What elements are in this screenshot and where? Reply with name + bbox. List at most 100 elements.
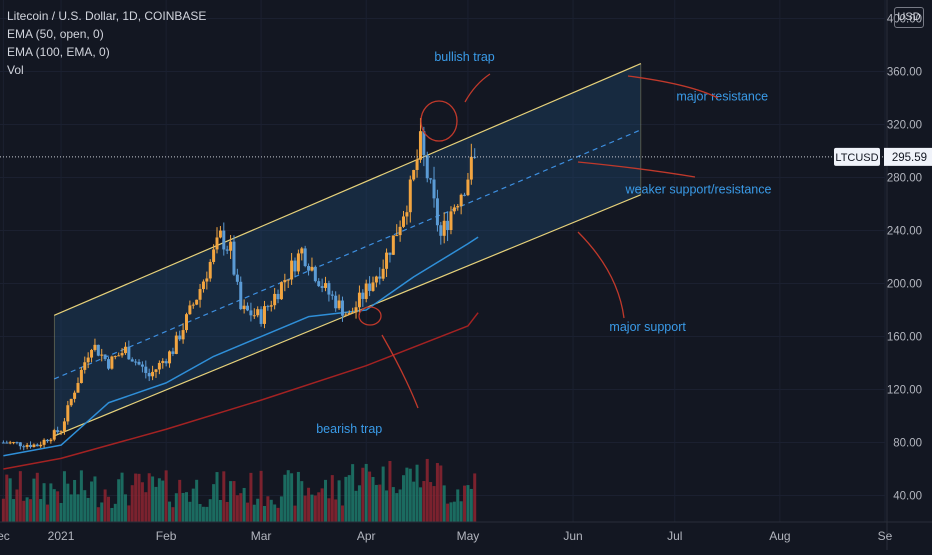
ema-100-label[interactable]: EMA (100, EMA, 0) xyxy=(7,45,110,59)
time-tick-label: Aug xyxy=(769,529,790,543)
volume-bar xyxy=(174,493,178,522)
candle-body xyxy=(351,312,355,314)
candle-body xyxy=(320,286,324,288)
volume-bar xyxy=(137,473,141,522)
volume-bar xyxy=(266,496,270,522)
candle-body xyxy=(22,446,26,448)
volume-bar xyxy=(398,489,402,522)
volume-bar xyxy=(59,502,63,522)
candle-body xyxy=(229,241,233,251)
candle-body xyxy=(442,220,446,236)
candle-body xyxy=(371,282,375,291)
volume-bar xyxy=(66,483,70,522)
annotation-stroke xyxy=(464,73,491,103)
candle-body xyxy=(93,344,97,350)
ema-50-label[interactable]: EMA (50, open, 0) xyxy=(7,27,104,41)
volume-bars xyxy=(1,458,477,522)
volume-bar xyxy=(368,471,372,522)
candle-body xyxy=(73,392,77,399)
candle-body xyxy=(469,156,473,180)
volume-bar xyxy=(269,499,273,522)
candle-body xyxy=(83,362,87,370)
candle-body xyxy=(1,442,5,444)
candle-body xyxy=(340,300,344,316)
time-tick-label: 2021 xyxy=(48,529,75,543)
candle-body xyxy=(113,356,117,358)
volume-bar xyxy=(113,503,117,522)
candle-body xyxy=(385,252,389,269)
volume-bar xyxy=(442,485,446,522)
candle-body xyxy=(100,354,104,356)
candle-body xyxy=(232,241,236,275)
candle-body xyxy=(354,307,358,313)
candle-body xyxy=(171,351,175,354)
volume-bar xyxy=(344,476,348,522)
last-price-text: 295.59 xyxy=(892,152,927,164)
volume-bar xyxy=(357,485,361,522)
volume-bar xyxy=(201,506,205,522)
candle-body xyxy=(178,335,182,340)
candle-body xyxy=(42,439,46,445)
volume-bar xyxy=(259,470,263,522)
ema-lines xyxy=(3,236,479,470)
volume-bar xyxy=(69,494,73,522)
currency-button[interactable]: USD xyxy=(894,7,924,28)
volume-bar xyxy=(422,481,426,522)
candle-body xyxy=(293,260,297,272)
volume-bar xyxy=(32,478,36,522)
price-axis[interactable]: 40.00 80.00 120.00 160.00 200.00 240.00 280.00… xyxy=(834,0,932,550)
candle-body xyxy=(452,207,456,212)
candle-body xyxy=(432,179,436,199)
volume-bar xyxy=(246,502,250,522)
price-tick-label: 280.00 xyxy=(887,173,922,185)
time-axis[interactable]: ec 2021 Feb Mar Apr May Jun Jul Aug Se xyxy=(0,521,932,543)
volume-label[interactable]: Vol xyxy=(7,63,24,77)
candle-body xyxy=(201,281,205,290)
volume-bar xyxy=(83,490,87,522)
volume-bar xyxy=(391,487,395,522)
candle-body xyxy=(86,357,90,363)
volume-bar xyxy=(8,478,12,522)
time-tick-label: Mar xyxy=(251,529,272,543)
volume-bar xyxy=(466,485,470,522)
volume-bar xyxy=(412,481,416,522)
candle-body xyxy=(110,356,114,369)
volume-bar xyxy=(334,499,338,522)
volume-bar xyxy=(107,496,111,522)
candle-body xyxy=(310,266,314,271)
volume-bar xyxy=(395,493,399,522)
candle-body xyxy=(208,261,212,279)
candle-body xyxy=(69,398,73,406)
volume-bar xyxy=(432,486,436,522)
candle-body xyxy=(56,430,60,433)
volume-bar xyxy=(42,483,46,522)
volume-bar xyxy=(212,484,216,522)
candle-body xyxy=(415,159,419,170)
volume-bar xyxy=(242,487,246,522)
candle-body xyxy=(395,235,399,237)
volume-bar xyxy=(439,465,443,522)
candle-body xyxy=(246,305,250,311)
volume-bar xyxy=(195,479,199,522)
candle-body xyxy=(439,225,443,236)
candle-body xyxy=(435,198,439,226)
volume-bar xyxy=(371,476,375,522)
candle-body xyxy=(147,372,151,377)
volume-bar xyxy=(73,479,77,522)
candle-body xyxy=(66,405,70,422)
volume-bar xyxy=(45,504,49,522)
volume-bar xyxy=(29,499,33,522)
candle-body xyxy=(276,293,280,300)
candle-body xyxy=(215,237,219,250)
volume-bar xyxy=(140,482,144,522)
candle-body xyxy=(130,359,134,362)
last-price-tag xyxy=(884,147,932,166)
symbol-title[interactable]: Litecoin / U.S. Dollar, 1D, COINBASE xyxy=(7,9,207,23)
annotation-label: bearish trap xyxy=(316,422,382,436)
price-tick-label: 360.00 xyxy=(887,67,922,79)
volume-bar xyxy=(151,476,155,522)
candle-body xyxy=(259,309,263,324)
ema-100-line xyxy=(3,312,479,470)
